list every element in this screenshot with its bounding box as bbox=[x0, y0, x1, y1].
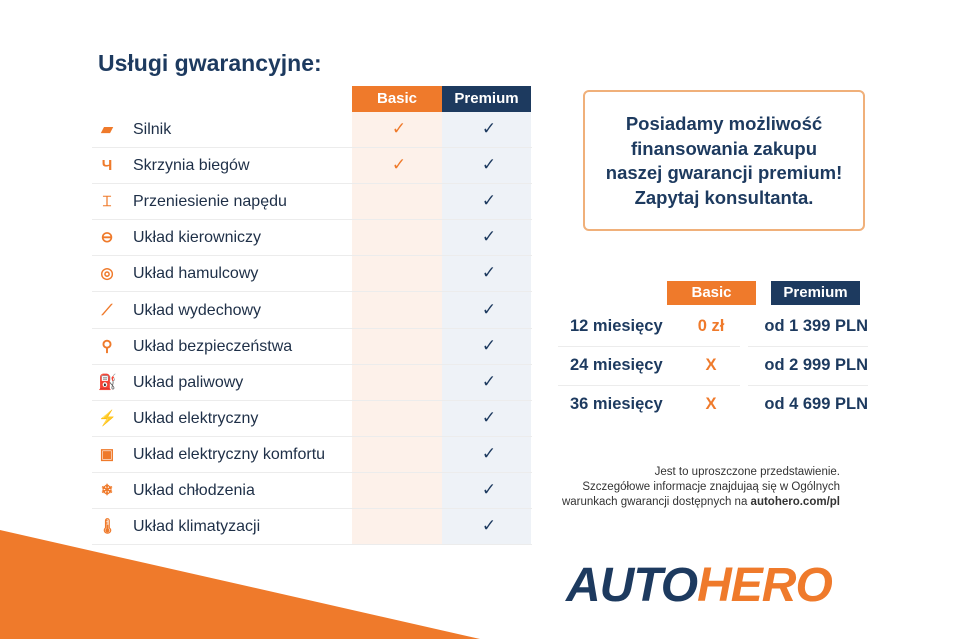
snowflake-icon: ❄ bbox=[100, 482, 114, 499]
pricing-basic-header: Basic bbox=[667, 281, 756, 305]
premium-check-icon: ✓ bbox=[481, 191, 497, 211]
page-title: Usługi gwarancyjne: bbox=[98, 50, 322, 76]
period-label: 24 miesięcy bbox=[570, 356, 663, 374]
pricing-row: 36 miesięcy X od 4 699 PLN bbox=[558, 386, 868, 425]
service-row: 🌡 Układ klimatyzacji ✓ bbox=[92, 509, 532, 546]
gearbox-icon: Ч bbox=[101, 157, 113, 175]
promo-line: naszej gwarancji premium! bbox=[605, 162, 843, 183]
brake-disc-icon: ◎ bbox=[100, 265, 114, 283]
period-label: 36 miesięcy bbox=[570, 395, 663, 413]
premium-check-icon: ✓ bbox=[481, 443, 497, 463]
disclaimer-note: Jest to uproszczone przedstawienie. Szcz… bbox=[562, 465, 840, 510]
engine-icon: ▰ bbox=[101, 121, 113, 138]
service-label: Układ elektryczny bbox=[133, 409, 259, 427]
steering-wheel-icon: ⊖ bbox=[100, 229, 114, 247]
service-label: Układ kierowniczy bbox=[133, 229, 262, 247]
premium-check-icon: ✓ bbox=[481, 407, 497, 427]
promo-line: Posiadamy możliwość bbox=[625, 113, 823, 134]
basic-price: X bbox=[705, 395, 717, 413]
autohero-link[interactable]: autohero.com/pl bbox=[750, 496, 840, 508]
service-row: ⚡ Układ elektryczny ✓ bbox=[92, 401, 532, 437]
premium-check-icon: ✓ bbox=[481, 299, 497, 319]
service-row: ❄ Układ chłodzenia ✓ bbox=[92, 473, 532, 509]
premium-check-icon: ✓ bbox=[481, 335, 497, 355]
pricing-row: 12 miesięcy 0 zł od 1 399 PLN bbox=[558, 308, 868, 347]
premium-price: od 4 699 PLN bbox=[764, 395, 868, 413]
service-row: ⊖ Układ kierowniczy ✓ bbox=[92, 220, 532, 257]
premium-header: Premium bbox=[442, 86, 531, 112]
basic-price: 0 zł bbox=[697, 317, 725, 335]
service-label: Układ wydechowy bbox=[133, 301, 262, 319]
service-label: Układ hamulcowy bbox=[133, 265, 259, 283]
premium-check-icon: ✓ bbox=[481, 516, 497, 536]
service-label: Silnik bbox=[133, 121, 172, 138]
premium-check-icon: ✓ bbox=[481, 227, 497, 247]
service-label: Układ elektryczny komfortu bbox=[133, 445, 326, 463]
premium-price: od 1 399 PLN bbox=[764, 317, 868, 335]
battery-icon: ⚡ bbox=[98, 409, 117, 427]
row-divider bbox=[558, 346, 740, 347]
service-row: Ч Skrzynia biegów ✓ ✓ bbox=[92, 148, 532, 185]
seatbelt-icon: ⚲ bbox=[101, 337, 113, 355]
service-label: Skrzynia biegów bbox=[133, 157, 250, 175]
basic-price: X bbox=[705, 356, 717, 374]
premium-check-icon: ✓ bbox=[481, 480, 497, 499]
service-label: Układ klimatyzacji bbox=[133, 518, 261, 536]
service-row: ▣ Układ elektryczny komfortu ✓ bbox=[92, 437, 532, 473]
premium-check-icon: ✓ bbox=[481, 371, 497, 391]
premium-check-icon: ✓ bbox=[481, 155, 497, 175]
service-row: ⌶ Przeniesienie napędu ✓ bbox=[92, 184, 532, 221]
premium-check-icon: ✓ bbox=[481, 263, 497, 283]
fuel-icon: ⛽ bbox=[98, 373, 117, 391]
service-row: ⚲ Układ bezpieczeństwa ✓ bbox=[92, 329, 532, 365]
row-divider bbox=[558, 385, 740, 386]
service-label: Układ paliwowy bbox=[133, 373, 244, 391]
basic-check-icon: ✓ bbox=[391, 119, 407, 138]
basic-header: Basic bbox=[352, 86, 442, 112]
note-line: warunkach gwarancji dostępnych na bbox=[561, 496, 751, 508]
basic-check-icon: ✓ bbox=[391, 155, 407, 175]
premium-check-icon: ✓ bbox=[481, 119, 497, 138]
service-label: Układ chłodzenia bbox=[133, 482, 255, 499]
promo-line: finansowania zakupu bbox=[630, 137, 818, 159]
service-label: Układ bezpieczeństwa bbox=[133, 337, 293, 355]
thermometer-icon: 🌡 bbox=[98, 518, 118, 536]
promo-line: Zapytaj konsultanta. bbox=[634, 186, 814, 208]
financing-promo-box: Posiadamy możliwość finansowania zakupu … bbox=[583, 90, 865, 231]
exhaust-icon: ⟋ bbox=[101, 301, 113, 319]
pricing-row: 24 miesięcy X od 2 999 PLN bbox=[558, 347, 868, 386]
service-row: ⛽ Układ paliwowy ✓ bbox=[92, 365, 532, 401]
service-row: ◎ Układ hamulcowy ✓ bbox=[92, 256, 532, 293]
service-label: Przeniesienie napędu bbox=[133, 193, 287, 211]
pricing-premium-header: Premium bbox=[771, 281, 860, 305]
premium-price: od 2 999 PLN bbox=[764, 356, 868, 374]
chip-icon: ▣ bbox=[99, 445, 115, 463]
service-row: ⟋ Układ wydechowy ✓ bbox=[92, 293, 532, 329]
note-line: Szczegółowe informacje znajdujaą się w O… bbox=[582, 481, 840, 493]
drivetrain-icon: ⌶ bbox=[102, 193, 112, 211]
note-line: Jest to uproszczone przedstawienie. bbox=[654, 466, 840, 478]
service-row: ▰ Silnik ✓ ✓ bbox=[92, 112, 532, 148]
row-divider bbox=[748, 385, 868, 386]
autohero-logo: AUTOHERO bbox=[566, 559, 833, 612]
period-label: 12 miesięcy bbox=[570, 317, 663, 335]
row-divider bbox=[748, 346, 868, 347]
